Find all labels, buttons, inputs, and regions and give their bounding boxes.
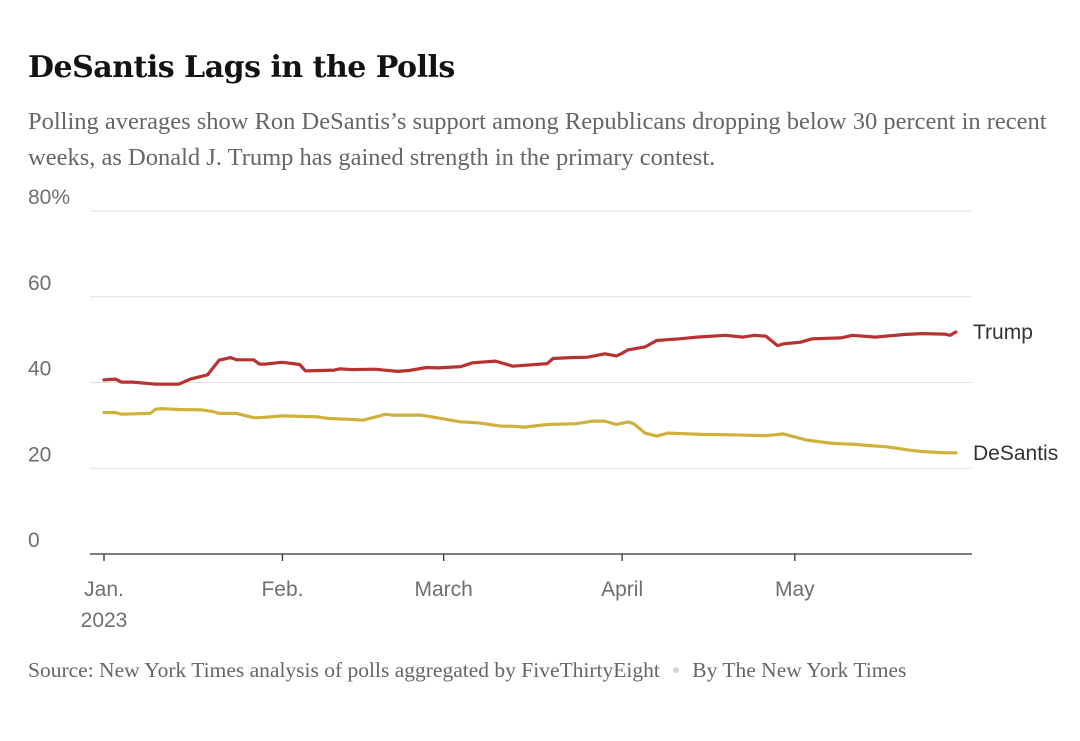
x-tick-label: April xyxy=(601,578,643,601)
source-text: Source: New York Times analysis of polls… xyxy=(28,658,660,682)
y-tick-label-60: 60 xyxy=(28,272,51,295)
x-tick-label-year: 2023 xyxy=(81,609,128,632)
x-tick-label: May xyxy=(775,578,815,601)
y-tick-label-0: 0 xyxy=(28,529,40,552)
trump-series-label: Trump xyxy=(973,321,1033,344)
separator-dot: ● xyxy=(671,663,681,678)
y-tick-label-20: 20 xyxy=(28,443,51,466)
x-tick-label: March xyxy=(414,578,472,601)
x-tick-label: Feb. xyxy=(261,578,303,601)
desantis-series-label: DeSantis xyxy=(973,442,1058,465)
byline: By The New York Times xyxy=(692,658,907,682)
y-tick-label-80: 80% xyxy=(28,186,70,209)
y-tick-label-40: 40 xyxy=(28,358,51,381)
source-note: Source: New York Times analysis of polls… xyxy=(28,654,1038,687)
chart-subtitle: Polling averages show Ron DeSantis’s sup… xyxy=(28,108,1047,171)
desantis-series-line xyxy=(102,407,958,455)
x-tick-label: Jan. xyxy=(84,578,124,601)
chart-title: DeSantis Lags in the Polls xyxy=(28,50,455,85)
trump-series-line xyxy=(102,330,958,386)
